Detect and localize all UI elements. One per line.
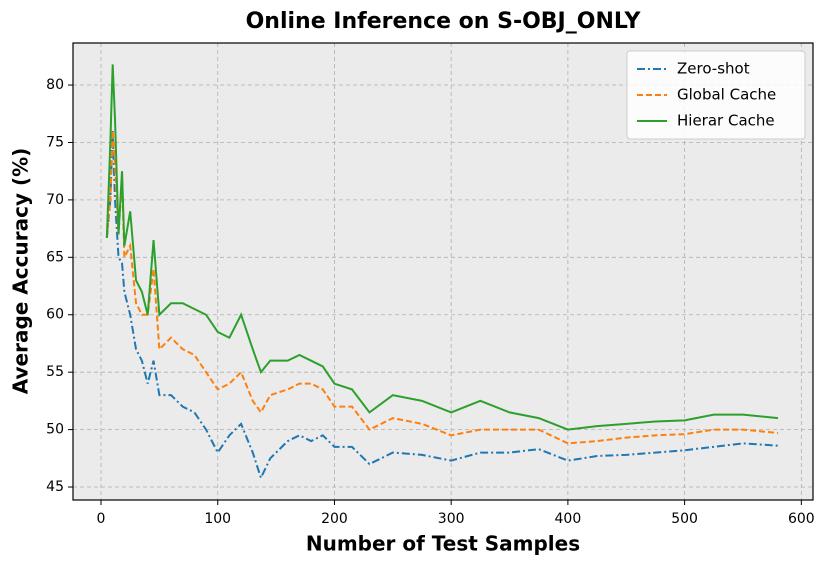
- x-tick-label: 100: [204, 511, 231, 527]
- legend: Zero-shot Global Cache Hierar Cache: [626, 50, 806, 140]
- x-tick-label: 0: [97, 511, 106, 527]
- x-tick-label: 400: [555, 511, 582, 527]
- y-tick-label: 65: [46, 249, 64, 265]
- series-line: [105, 130, 779, 445]
- x-tick-label: 200: [321, 511, 348, 527]
- y-axis-label: Average Accuracy (%): [9, 148, 33, 395]
- series-line: [105, 130, 779, 481]
- legend-label: Global Cache: [677, 86, 776, 104]
- x-tick-label: 300: [438, 511, 465, 527]
- chart-title: Online Inference on S-OBJ_ONLY: [246, 9, 642, 34]
- y-tick-label: 50: [46, 422, 64, 438]
- legend-label: Zero-shot: [677, 60, 750, 78]
- y-tick-label: 75: [46, 134, 64, 150]
- y-tick-label: 60: [46, 307, 64, 323]
- x-tick-label: 500: [671, 511, 698, 527]
- y-tick-label: 80: [46, 77, 64, 93]
- x-tick-label: 600: [788, 511, 815, 527]
- series-line: [105, 64, 779, 431]
- plot-frame: [72, 42, 814, 501]
- legend-box: [626, 50, 806, 140]
- x-axis-label: Number of Test Samples: [306, 532, 580, 556]
- legend-label: Hierar Cache: [677, 112, 775, 130]
- y-tick-label: 70: [46, 192, 64, 208]
- y-tick-label: 55: [46, 364, 64, 380]
- y-tick-label: 45: [46, 479, 64, 495]
